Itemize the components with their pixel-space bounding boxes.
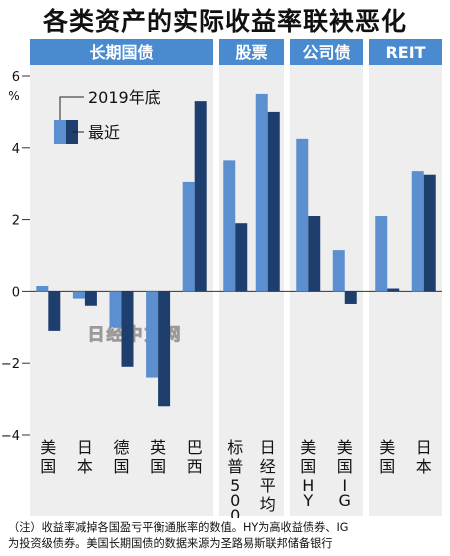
group-label: REIT xyxy=(385,43,425,62)
bar xyxy=(411,171,424,292)
category-label-char: 日 xyxy=(260,438,276,457)
bar xyxy=(36,286,49,292)
legend-leader xyxy=(59,96,84,120)
category-label-char: 5 xyxy=(230,476,240,495)
category-label-char: I xyxy=(342,476,347,495)
category-label-char: H xyxy=(302,476,314,495)
y-tick-label: 2 xyxy=(12,214,20,229)
category-label-char: Y xyxy=(302,491,313,510)
category-label-char: 经 xyxy=(260,457,276,476)
category-label-char: 美 xyxy=(300,438,316,457)
group-header xyxy=(369,39,442,65)
bar xyxy=(344,291,357,304)
chart-svg: 长期国债 股票 公司债 REIT−4−20246%日经中文网美国日本德国英国巴西标普5… xyxy=(1,39,442,518)
category-label-char: 标 xyxy=(227,438,243,457)
category-label-char: 本 xyxy=(416,457,432,476)
unit-label: % xyxy=(8,89,19,103)
bar xyxy=(296,138,309,292)
group-header xyxy=(290,39,363,65)
bar xyxy=(158,291,171,407)
group-label: 长期国债 xyxy=(89,43,153,62)
category-label-char: 0 xyxy=(230,491,240,510)
chart-title: 各类资产的实际收益率联袂恶化 xyxy=(42,7,407,36)
category-label-char: 美 xyxy=(379,438,395,457)
y-tick-label: −4 xyxy=(1,429,20,444)
bar xyxy=(182,181,195,292)
category-label-char: G xyxy=(339,491,351,510)
category-label-char: 0 xyxy=(230,506,240,518)
legend-label: 2019年底 xyxy=(88,88,161,107)
bar xyxy=(48,291,61,331)
category-label-char: 国 xyxy=(300,457,316,476)
category-label-char: 美 xyxy=(337,438,353,457)
bar xyxy=(423,174,436,292)
y-tick-label: 6 xyxy=(12,70,20,85)
y-tick-label: 4 xyxy=(12,142,20,157)
group-header xyxy=(219,39,284,65)
bar xyxy=(146,291,159,378)
bar xyxy=(332,250,345,292)
bar xyxy=(235,223,248,292)
category-label-char: 巴 xyxy=(187,438,203,457)
bar xyxy=(121,291,134,367)
footnote-line: （注）收益率减掉各国盈亏平衡通胀率的数值。HY为高收益债券、IG xyxy=(8,521,349,534)
category-label-char: 国 xyxy=(337,457,353,476)
category-label-char: 英 xyxy=(150,438,166,457)
category-label-char: 普 xyxy=(227,457,243,476)
bar xyxy=(375,216,388,292)
y-tick-label: 0 xyxy=(12,285,20,300)
bar xyxy=(72,291,85,299)
category-label-char: 国 xyxy=(379,457,395,476)
bar xyxy=(194,101,207,292)
category-label-char: 本 xyxy=(77,457,93,476)
category-label-char: 平 xyxy=(260,476,276,495)
footnote: （注）收益率减掉各国盈亏平衡通胀率的数值。HY为高收益债券、IG 为投资级债券。… xyxy=(8,520,448,552)
category-label-char: 日 xyxy=(77,438,93,457)
category-label-char: 西 xyxy=(187,457,203,476)
legend-swatch xyxy=(54,120,66,144)
y-tick-label: −2 xyxy=(1,357,20,372)
category-label-char: 日 xyxy=(416,438,432,457)
category-label-char: 德 xyxy=(113,438,129,457)
bar xyxy=(84,291,97,306)
bar xyxy=(223,160,236,292)
bar xyxy=(267,111,280,292)
category-label-char: 国 xyxy=(150,457,166,476)
legend-label: 最近 xyxy=(88,123,120,142)
category-label-char: 均 xyxy=(260,495,276,514)
group-header xyxy=(30,39,213,65)
bar xyxy=(308,216,321,292)
footnote-line: 为投资级债券。美国长期国债的数据来源为圣路易斯联邦储备银行 xyxy=(8,537,333,550)
bar xyxy=(255,93,268,292)
category-label-char: 美 xyxy=(40,438,56,457)
category-label-char: 国 xyxy=(40,457,56,476)
category-label-char: 国 xyxy=(113,457,129,476)
bar xyxy=(109,291,122,328)
bar xyxy=(387,288,400,292)
group-label: 公司债 xyxy=(302,43,350,62)
group-label: 股票 xyxy=(235,43,267,62)
